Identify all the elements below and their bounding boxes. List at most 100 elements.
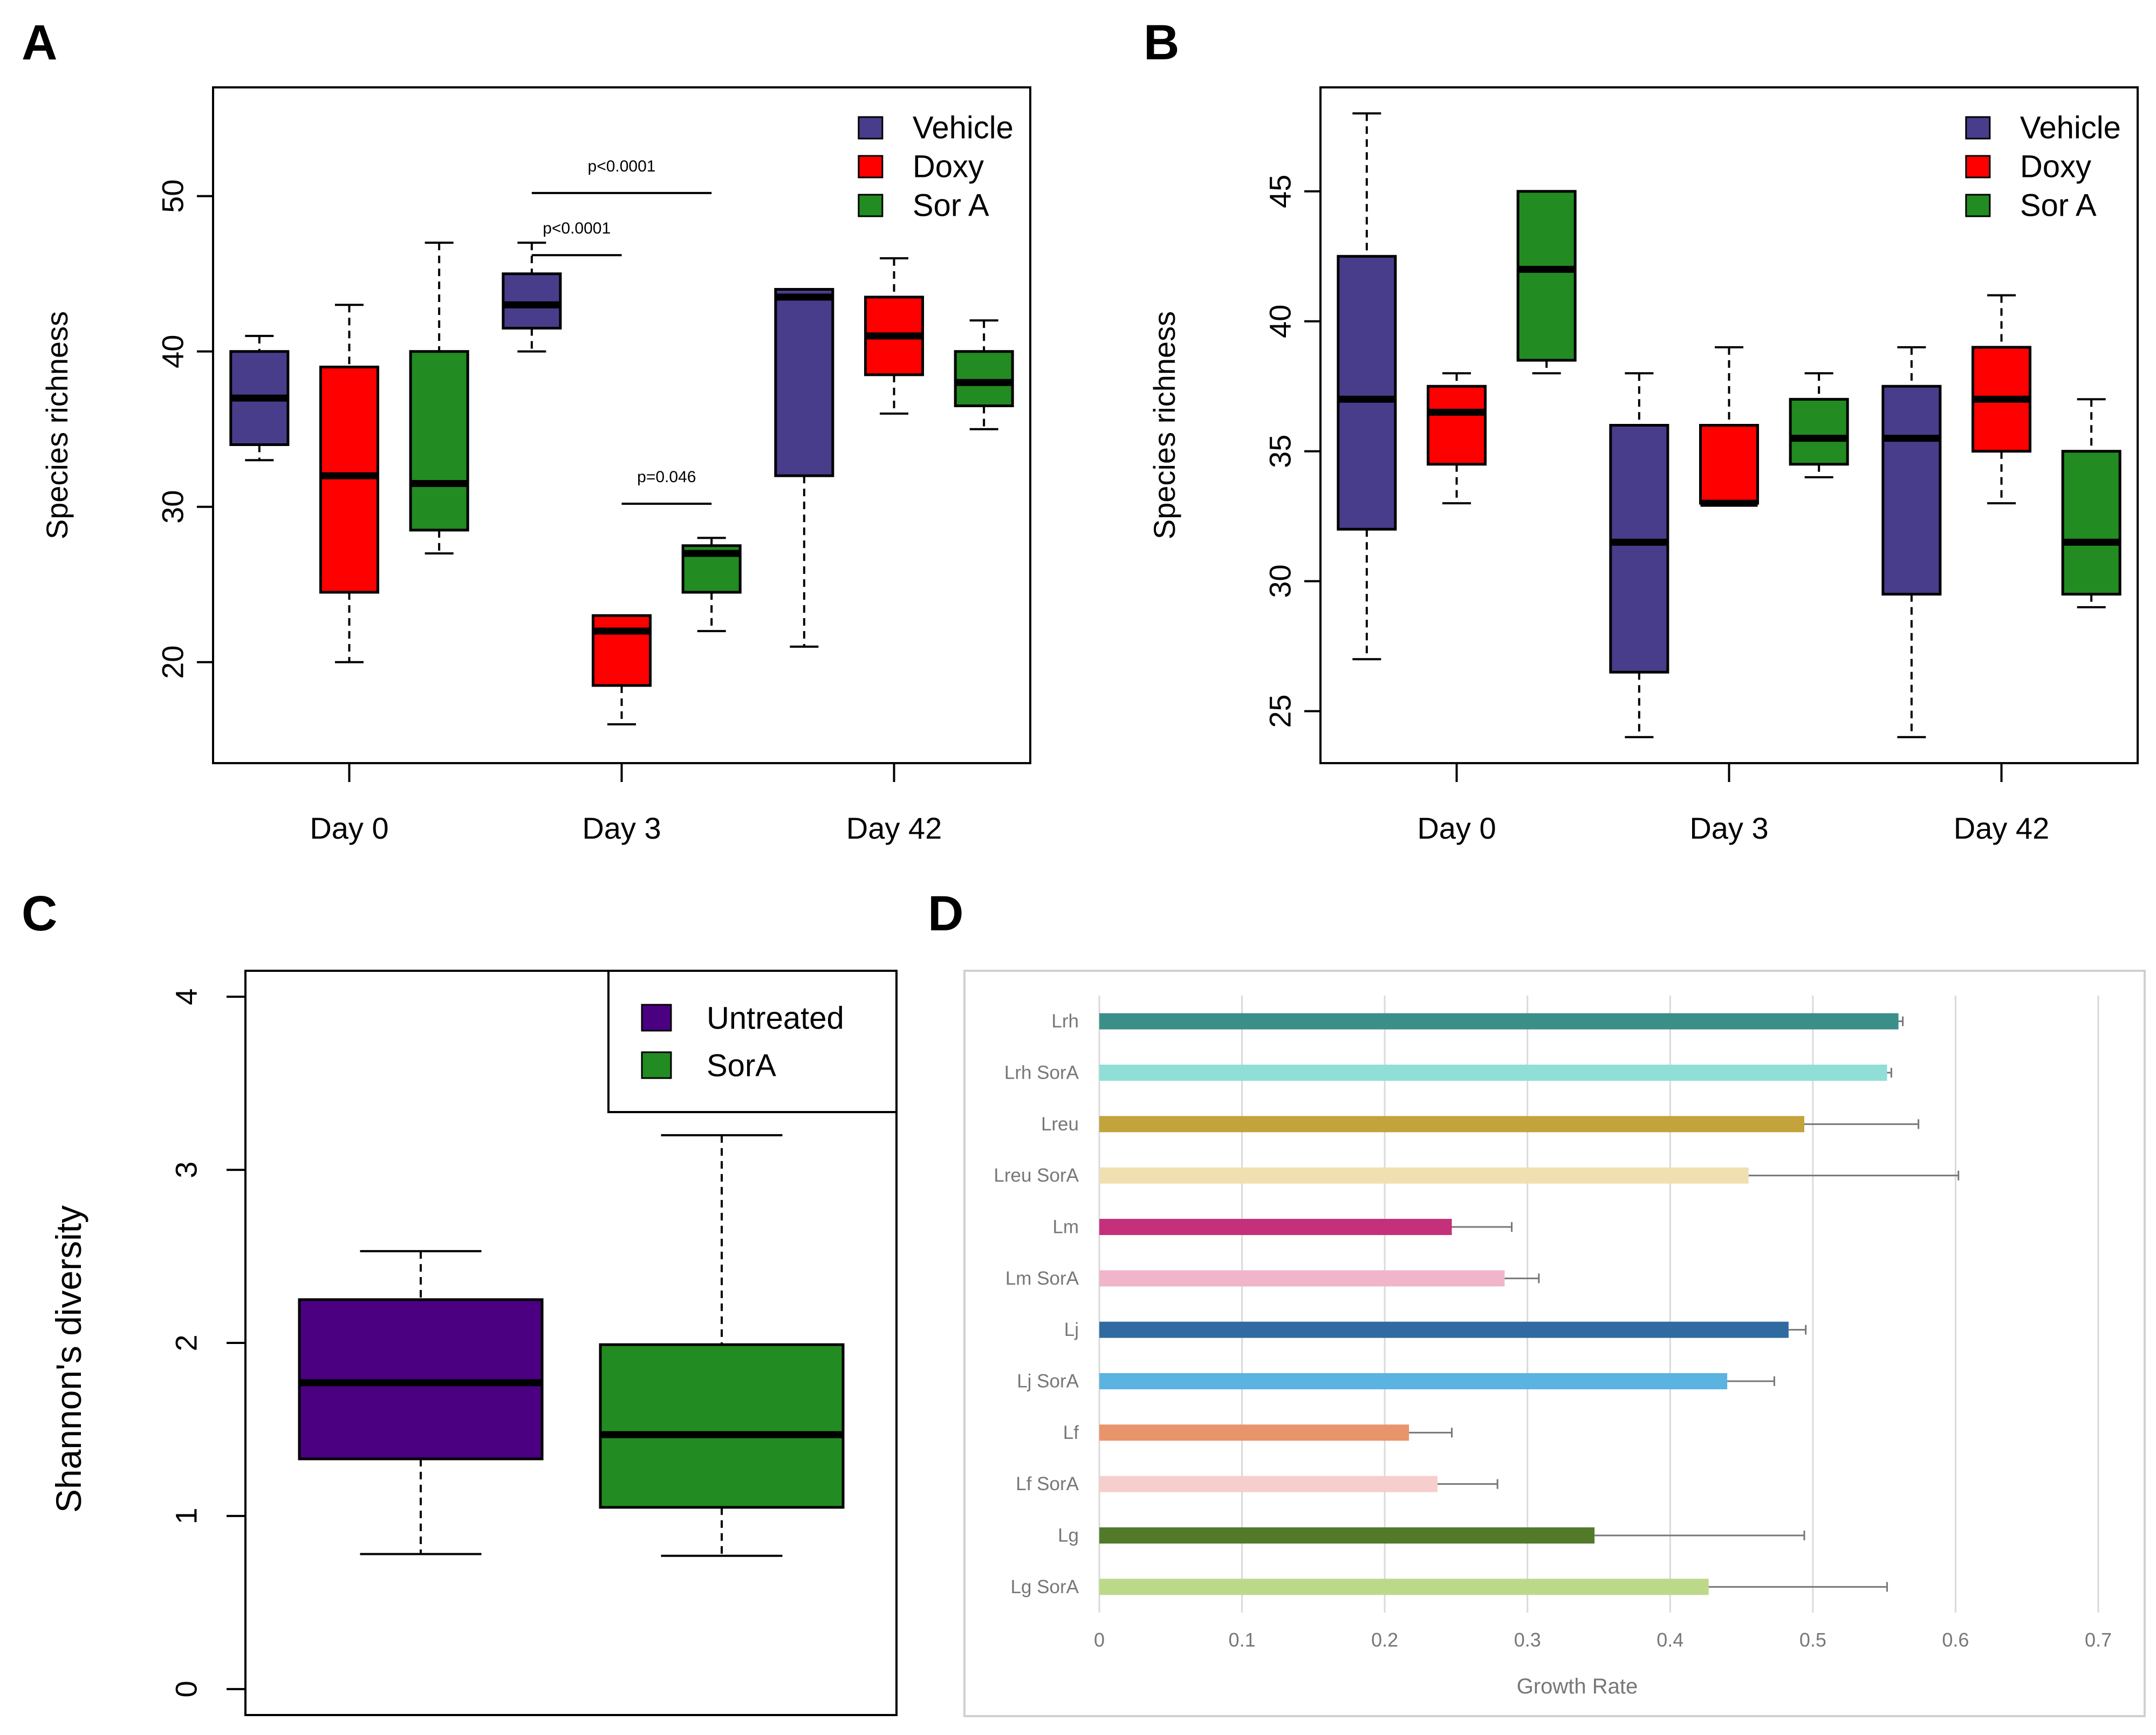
box-sora-box — [599, 1343, 845, 1509]
bar-lf — [1099, 1424, 1409, 1441]
x-tick-label: Day 3 — [582, 811, 661, 845]
y-axis-label: Shannon's diversity — [49, 1205, 88, 1513]
legend-label: SorA — [707, 1048, 776, 1083]
y-tick-label: 1 — [169, 1507, 203, 1524]
legend-label: Untreated — [707, 1001, 844, 1036]
bar-lreu-sora — [1099, 1167, 1749, 1184]
bar-lf-sora — [1099, 1476, 1438, 1492]
box-vehicle-2-box — [1881, 385, 1942, 596]
box-doxy-0-box — [1426, 385, 1487, 466]
y-tick-label: 35 — [1263, 435, 1297, 468]
bar-lj — [1099, 1321, 1789, 1338]
category-label: Lf — [1063, 1422, 1079, 1443]
legend-label: Sor A — [2020, 188, 2097, 223]
category-label: Lreu — [1041, 1114, 1079, 1135]
box-doxy-1-box — [591, 614, 652, 687]
y-tick-label: 25 — [1263, 694, 1297, 728]
box-sor-a-0-box — [409, 350, 469, 532]
box-vehicle-1-box — [1609, 424, 1669, 674]
x-tick-label: 0 — [1094, 1629, 1105, 1651]
x-tick-label: 0.2 — [1371, 1629, 1398, 1651]
panel-c-chart: 0 1 2 3 4 Shannon's diversity Untreated SorA — [49, 970, 898, 1716]
y-tick-label: 50 — [156, 179, 190, 212]
y-tick-label: 3 — [169, 1161, 203, 1178]
legend-swatch — [1965, 194, 1991, 217]
panel-letter-b: B — [1144, 15, 1179, 70]
panel-letter-c: C — [22, 886, 57, 941]
legend-swatch — [858, 116, 884, 140]
panel-d-chart: 0 0.1 0.2 0.3 0.4 0.5 0.6 0.7 Growth Rate Lrh Lrh … — [963, 970, 2146, 1717]
panel-b-chart: 25 30 35 40 45 Species richness Day 0 Day 3 Day … — [1147, 86, 2139, 845]
y-tick-label: 40 — [1263, 305, 1297, 338]
category-label: Lm SorA — [1005, 1268, 1079, 1289]
bar-lm-sora — [1099, 1270, 1505, 1287]
y-tick-label: 30 — [1263, 565, 1297, 598]
p-value-label: p<0.0001 — [543, 220, 611, 237]
y-tick-label: 2 — [169, 1334, 203, 1351]
y-tick-label: 40 — [156, 335, 190, 368]
legend-swatch — [858, 155, 884, 179]
x-tick-label: Day 0 — [1417, 811, 1496, 845]
bar-lm — [1099, 1219, 1452, 1235]
box-sor-a-1-box — [1789, 397, 1849, 466]
legend-label: Doxy — [913, 149, 984, 184]
legend-swatch — [1965, 155, 1991, 179]
box-doxy-0-box — [319, 365, 380, 594]
x-tick-label: 0.3 — [1514, 1629, 1541, 1651]
category-label: Lg SorA — [1011, 1576, 1079, 1597]
legend-label: Vehicle — [913, 111, 1014, 146]
y-axis-label: Species richness — [1147, 311, 1181, 539]
p-value-label: p<0.0001 — [588, 157, 656, 175]
x-tick-label: Day 0 — [310, 811, 388, 845]
panel-a-chart: 20 30 40 50 Species richness Day 0 Day 3 Day 42… — [40, 86, 1031, 845]
x-tick-label: 0.7 — [2085, 1629, 2112, 1651]
bar-lj-sora — [1099, 1373, 1728, 1389]
category-label: Lrh SorA — [1004, 1062, 1079, 1083]
y-tick-label: 45 — [1263, 175, 1297, 208]
x-tick-label: Day 3 — [1689, 811, 1768, 845]
legend-swatch — [1965, 116, 1991, 140]
x-tick-label: 0.4 — [1657, 1629, 1683, 1651]
x-tick-label: 0.5 — [1799, 1629, 1826, 1651]
bar-lrh-sora — [1099, 1065, 1887, 1081]
x-axis-label: Growth Rate — [1517, 1675, 1638, 1698]
category-label: Lg — [1058, 1525, 1079, 1546]
legend-label: Doxy — [2020, 149, 2091, 184]
legend-label: Vehicle — [2020, 111, 2121, 146]
legend-swatch — [641, 1051, 672, 1079]
x-tick-label: 0.6 — [1942, 1629, 1969, 1651]
box-vehicle-1-box — [502, 272, 562, 330]
x-tick-label: 0.1 — [1229, 1629, 1256, 1651]
bar-lrh — [1099, 1013, 1899, 1030]
bar-lg-sora — [1099, 1579, 1709, 1595]
x-tick-label: Day 42 — [846, 811, 942, 845]
legend-swatch — [641, 1004, 672, 1032]
bar-lreu — [1099, 1116, 1804, 1133]
box-doxy-1-box — [1699, 424, 1760, 505]
box-vehicle-0-box — [1337, 255, 1397, 531]
category-label: Lj SorA — [1017, 1371, 1079, 1392]
box-sor-a-0-box — [1516, 190, 1577, 362]
category-label: Lm — [1052, 1217, 1079, 1238]
panel-letter-d: D — [928, 886, 963, 941]
panel-letter-a: A — [22, 15, 57, 70]
legend-box — [607, 970, 898, 1113]
bar-lg — [1099, 1527, 1595, 1544]
y-tick-label: 20 — [156, 646, 190, 679]
category-label: Lreu SorA — [994, 1165, 1079, 1186]
y-tick-label: 30 — [156, 490, 190, 524]
category-label: Lj — [1064, 1319, 1079, 1340]
legend-label: Sor A — [913, 188, 989, 223]
category-label: Lrh — [1051, 1011, 1079, 1032]
y-tick-label: 0 — [169, 1681, 203, 1697]
y-axis-label: Species richness — [40, 311, 74, 539]
legend-swatch — [858, 194, 884, 217]
box-sor-a-2-box — [954, 350, 1014, 407]
box-vehicle-2-box — [774, 287, 834, 477]
chart-border — [963, 970, 2146, 1717]
y-tick-label: 4 — [169, 989, 203, 1005]
p-value-label: p=0.046 — [637, 468, 696, 486]
x-tick-label: Day 42 — [1954, 811, 2049, 845]
category-label: Lf SorA — [1016, 1473, 1079, 1494]
